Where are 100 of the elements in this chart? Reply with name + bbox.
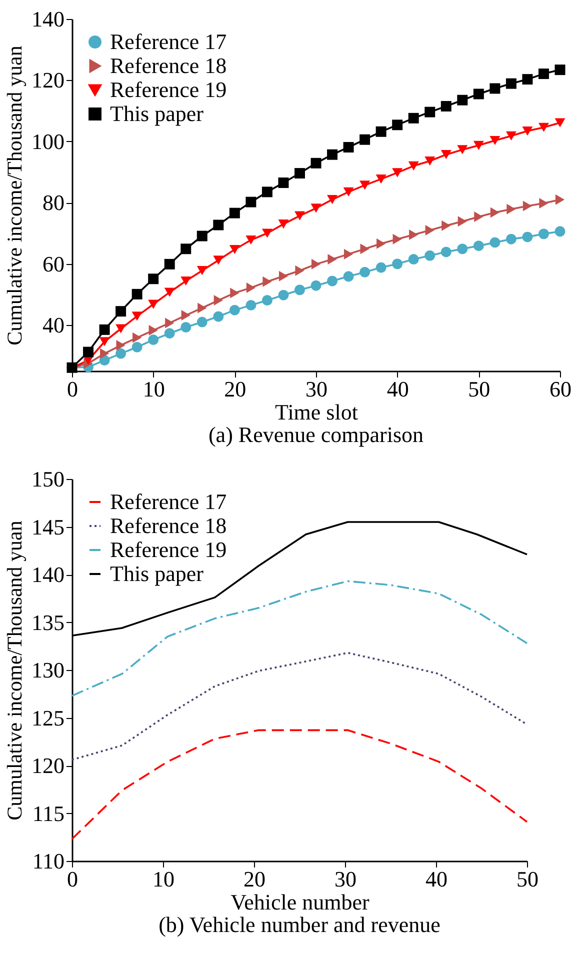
point [311, 258, 321, 270]
point [180, 322, 192, 332]
point [343, 187, 354, 196]
legend-label: Reference 18 [110, 513, 227, 538]
point [262, 186, 272, 198]
point [506, 131, 516, 140]
point [310, 204, 322, 213]
point [132, 312, 142, 321]
point [116, 348, 126, 359]
y-tick-label: 145 [32, 514, 64, 540]
point [327, 149, 338, 160]
x-tick-label: 20 [244, 866, 266, 892]
point [294, 284, 305, 296]
point [522, 74, 533, 85]
point [522, 232, 533, 242]
point [278, 178, 289, 188]
point [229, 244, 240, 254]
point [376, 174, 386, 184]
point [180, 276, 192, 286]
x-tick-label: 30 [334, 866, 356, 892]
legend-label: Reference 17 [110, 29, 227, 54]
point [246, 300, 256, 310]
point [164, 328, 175, 339]
x-tick-label: 40 [426, 866, 448, 892]
y-tick-label: 120 [32, 68, 64, 93]
point [408, 161, 419, 170]
point [554, 226, 566, 237]
y-tick-label: 130 [32, 658, 64, 682]
point [360, 180, 370, 190]
point [294, 168, 305, 179]
point [360, 266, 370, 278]
y-tick-label: 120 [32, 753, 64, 778]
point [278, 220, 289, 229]
point [116, 340, 126, 351]
y-tick-label: 100 [32, 128, 64, 154]
point [506, 234, 516, 244]
y-tick-label: 150 [32, 466, 64, 492]
point [229, 208, 240, 218]
line-series [71, 652, 528, 761]
point [473, 88, 484, 100]
point [196, 316, 208, 328]
point [246, 196, 256, 208]
point [539, 198, 548, 209]
point [328, 254, 337, 265]
point [148, 274, 159, 284]
point [408, 254, 419, 265]
point [440, 150, 452, 160]
point [116, 324, 126, 334]
point [392, 258, 403, 270]
point [196, 230, 208, 242]
y-tick-label: 125 [32, 705, 64, 730]
point [360, 244, 370, 254]
point [473, 240, 484, 252]
point [376, 126, 386, 137]
point [409, 230, 418, 240]
x-tick-label: 20 [224, 376, 246, 402]
point [164, 288, 175, 297]
x-tick-label: 50 [468, 376, 490, 402]
point [442, 220, 451, 231]
x-axis-title: Time slot [275, 400, 358, 424]
point [392, 168, 403, 178]
legend-label: Reference 17 [110, 489, 227, 514]
legend-label: Reference 19 [110, 537, 227, 562]
point [148, 300, 159, 309]
point [262, 276, 272, 287]
y-tick-label: 40 [42, 312, 64, 338]
point [198, 302, 207, 314]
legend-label: This paper [110, 561, 204, 586]
point [246, 235, 256, 245]
legend-label: Reference 18 [110, 53, 227, 78]
point [278, 290, 289, 300]
point [490, 207, 500, 218]
point [457, 244, 468, 254]
point [554, 64, 566, 76]
point [344, 248, 354, 260]
point [278, 270, 288, 282]
point [262, 228, 272, 238]
point [99, 324, 110, 335]
x-tick-label: 10 [152, 866, 174, 892]
legend-label: This paper [110, 101, 204, 126]
point [164, 258, 175, 270]
y-tick-label: 140 [32, 562, 64, 587]
point [196, 266, 208, 276]
y-tick-label: 140 [32, 6, 64, 32]
y-tick-label: 80 [42, 190, 64, 216]
point [522, 200, 532, 212]
y-tick-label: 135 [32, 610, 64, 635]
point [213, 256, 224, 265]
x-tick-label: 60 [550, 376, 572, 402]
point [555, 194, 565, 205]
x-tick-label: 0 [67, 376, 78, 402]
point [424, 250, 436, 261]
text: (a) Revenue comparison [208, 422, 424, 447]
point [474, 211, 484, 222]
x-tick-label: 0 [67, 866, 78, 892]
point [165, 318, 174, 328]
point [180, 244, 192, 254]
x-tick-label: 10 [142, 376, 165, 402]
point [457, 94, 468, 106]
legend-label: Reference 19 [110, 77, 227, 102]
